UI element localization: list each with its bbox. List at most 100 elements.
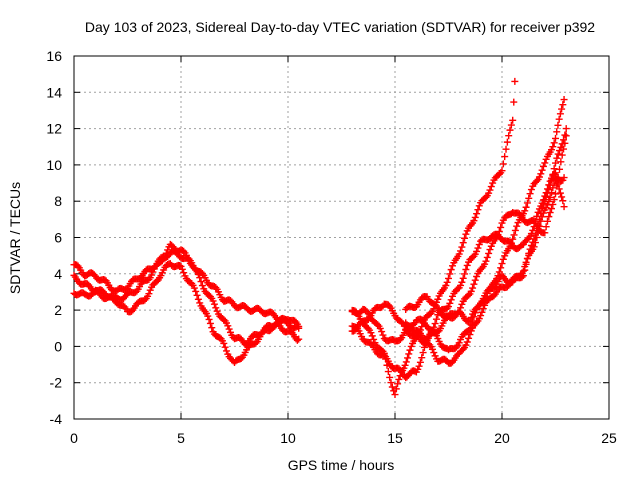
data-point [473, 273, 481, 281]
data-point [90, 271, 98, 279]
data-point [560, 174, 568, 182]
data-point [495, 227, 503, 235]
data-point [542, 223, 550, 231]
data-point [466, 317, 474, 325]
data-point [502, 145, 510, 153]
data-point [552, 159, 559, 167]
data-point [539, 162, 547, 170]
data-point [186, 259, 194, 267]
data-point [376, 324, 384, 332]
data-point [561, 131, 569, 139]
data-point [392, 385, 400, 393]
data-point [220, 339, 228, 347]
data-point [162, 249, 170, 257]
data-point [501, 153, 509, 161]
data-point [445, 303, 452, 311]
data-point [541, 159, 549, 167]
data-point [495, 170, 503, 178]
data-point [511, 226, 519, 234]
data-point [525, 194, 533, 202]
data-point [562, 125, 570, 133]
data-point [164, 246, 172, 254]
data-point [494, 231, 502, 239]
data-point [386, 373, 394, 381]
data-point [553, 128, 561, 136]
data-point [394, 380, 402, 388]
data-point [554, 173, 562, 181]
data-point [471, 276, 479, 284]
data-point [556, 147, 564, 155]
data-point [463, 261, 471, 269]
data-point [559, 101, 567, 109]
data-point [538, 204, 546, 212]
data-point [553, 154, 561, 162]
data-point [507, 121, 515, 129]
data-point [527, 242, 535, 250]
data-point [153, 277, 161, 285]
data-point [541, 196, 549, 204]
data-point [498, 260, 506, 268]
data-point [554, 180, 562, 188]
data-point [190, 284, 198, 292]
data-point [431, 301, 439, 309]
data-point [534, 221, 542, 229]
data-point [458, 278, 466, 286]
data-point [543, 217, 551, 225]
x-tick-label: 15 [387, 430, 403, 446]
data-point [535, 173, 543, 181]
data-point [443, 304, 451, 312]
data-point [459, 239, 467, 247]
y-tick-label: 8 [54, 193, 62, 209]
data-point [378, 328, 386, 336]
y-tick-label: -2 [50, 375, 63, 391]
data-point [530, 235, 538, 243]
data-point [486, 246, 494, 254]
data-point [148, 271, 156, 279]
data-point [558, 193, 566, 201]
data-point [367, 339, 375, 347]
data-point [367, 329, 375, 337]
data-point [197, 278, 205, 286]
data-point [462, 230, 470, 238]
data-point [406, 346, 414, 354]
data-point [547, 176, 555, 184]
data-point [545, 198, 553, 206]
data-point [224, 322, 232, 330]
y-tick-label: -4 [50, 411, 63, 427]
data-point [556, 189, 564, 197]
data-point [554, 121, 562, 129]
data-point [446, 270, 454, 278]
data-point [405, 350, 413, 358]
data-point [519, 272, 527, 280]
y-tick-label: 0 [54, 338, 62, 354]
data-point [555, 115, 563, 123]
data-point [550, 196, 558, 204]
data-point [497, 264, 505, 272]
data-point [546, 193, 554, 201]
data-point [539, 200, 547, 208]
data-point [560, 96, 568, 104]
data-point [457, 247, 465, 255]
data-point [415, 362, 423, 370]
tick-marks [73, 55, 610, 420]
data-point [196, 274, 204, 282]
data-point [447, 296, 455, 304]
data-point [506, 126, 514, 134]
data-point [523, 199, 531, 207]
data-point [552, 190, 559, 198]
data-point [368, 332, 376, 340]
data-point [459, 274, 467, 282]
data-point [443, 278, 451, 286]
data-point [547, 205, 555, 213]
data-point [485, 189, 493, 197]
data-point [560, 136, 568, 144]
data-point [550, 139, 558, 147]
x-tick-label: 10 [280, 430, 296, 446]
data-point [194, 295, 202, 303]
y-tick-label: 10 [46, 157, 62, 173]
data-point [529, 238, 537, 246]
data-point [546, 181, 554, 189]
data-point [526, 245, 534, 253]
data-point [490, 284, 498, 292]
